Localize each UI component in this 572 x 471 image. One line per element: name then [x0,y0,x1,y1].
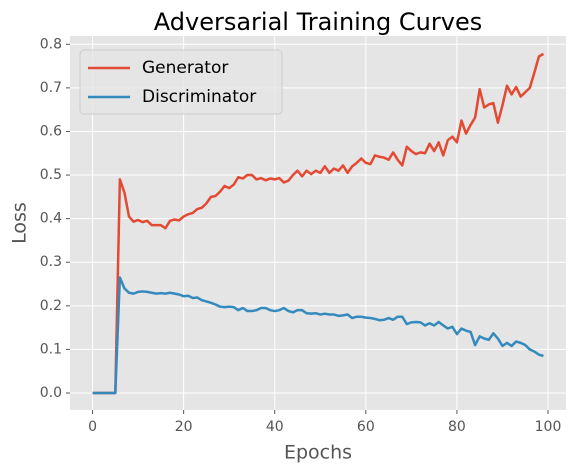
y-tick-label: 0.8 [40,36,62,52]
x-tick-label: 60 [357,419,375,435]
y-tick-label: 0.6 [40,123,62,139]
legend-label: Generator [142,58,228,78]
x-tick-label: 100 [535,419,562,435]
y-tick-label: 0.3 [40,254,62,270]
legend-label: Discriminator [142,87,256,107]
y-tick-label: 0.4 [40,211,62,227]
series-line [92,52,545,395]
x-axis-label: Epochs [284,442,352,464]
x-tick-label: 0 [88,419,97,435]
series-line [92,276,544,395]
y-tick-label: 0.0 [40,385,62,401]
y-tick-label: 0.1 [40,341,62,357]
y-tick-label: 0.7 [40,80,62,96]
y-axis-label: Loss [9,202,31,244]
y-tick-label: 0.2 [40,298,62,314]
x-tick-label: 40 [266,419,284,435]
x-tick-label: 80 [448,419,466,435]
chart-title: Adversarial Training Curves [154,8,482,36]
y-tick-label: 0.5 [40,167,62,183]
x-tick-label: 20 [175,419,193,435]
legend-box [79,49,283,115]
